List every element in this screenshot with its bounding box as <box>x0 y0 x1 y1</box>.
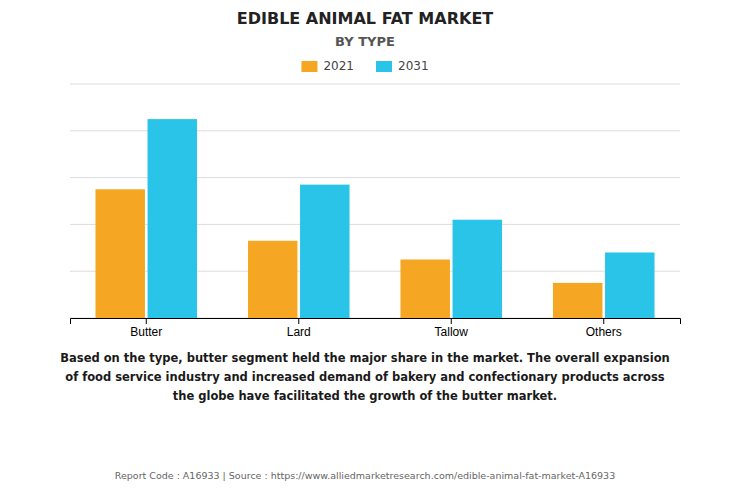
bar <box>400 260 449 319</box>
legend-swatch <box>376 61 392 72</box>
x-tick-mark <box>603 318 604 324</box>
legend-item: 2031 <box>376 59 429 73</box>
footer: Report Code : A16933 | Source : https://… <box>115 470 615 481</box>
legend-item: 2021 <box>301 59 354 73</box>
x-tick: Lard <box>287 318 311 339</box>
legend-swatch <box>301 61 317 72</box>
legend-label: 2021 <box>323 59 354 73</box>
title: EDIBLE ANIMAL FAT MARKET <box>237 9 494 28</box>
bar <box>453 220 502 318</box>
x-tick-label: Lard <box>287 325 311 339</box>
bars <box>95 119 654 318</box>
x-axis: Butter Lard Tallow Others <box>71 318 681 339</box>
grid <box>70 84 680 318</box>
plot: Butter Lard Tallow Others <box>70 84 681 339</box>
legend: 2021 2031 <box>301 59 428 73</box>
annotation-line: the globe have facilitated the growth of… <box>173 389 557 403</box>
x-axis-line <box>71 319 681 325</box>
x-tick-label: Tallow <box>435 325 469 339</box>
bar <box>95 189 144 318</box>
grid-line <box>70 84 680 85</box>
bar <box>248 241 297 318</box>
bar <box>605 252 654 318</box>
x-tick-mark <box>146 318 147 324</box>
x-tick-mark <box>298 318 299 324</box>
legend-label: 2031 <box>398 59 429 73</box>
x-tick-label: Others <box>586 325 622 339</box>
bar <box>553 283 602 318</box>
chart: EDIBLE ANIMAL FAT MARKET BY TYPE Butter Lar… <box>0 0 730 493</box>
subtitle: BY TYPE <box>335 34 395 49</box>
bar <box>148 119 197 318</box>
x-tick-label: Butter <box>130 325 162 339</box>
x-tick: Butter <box>130 318 162 339</box>
annotation-line: Based on the type, butter segment held t… <box>60 351 669 365</box>
bar <box>300 185 349 318</box>
annotation: Based on the type, butter segment held t… <box>60 351 669 403</box>
x-tick: Others <box>586 318 622 339</box>
x-tick: Tallow <box>435 318 469 339</box>
x-tick-mark <box>451 318 452 324</box>
annotation-line: of food service industry and increased d… <box>65 370 665 384</box>
